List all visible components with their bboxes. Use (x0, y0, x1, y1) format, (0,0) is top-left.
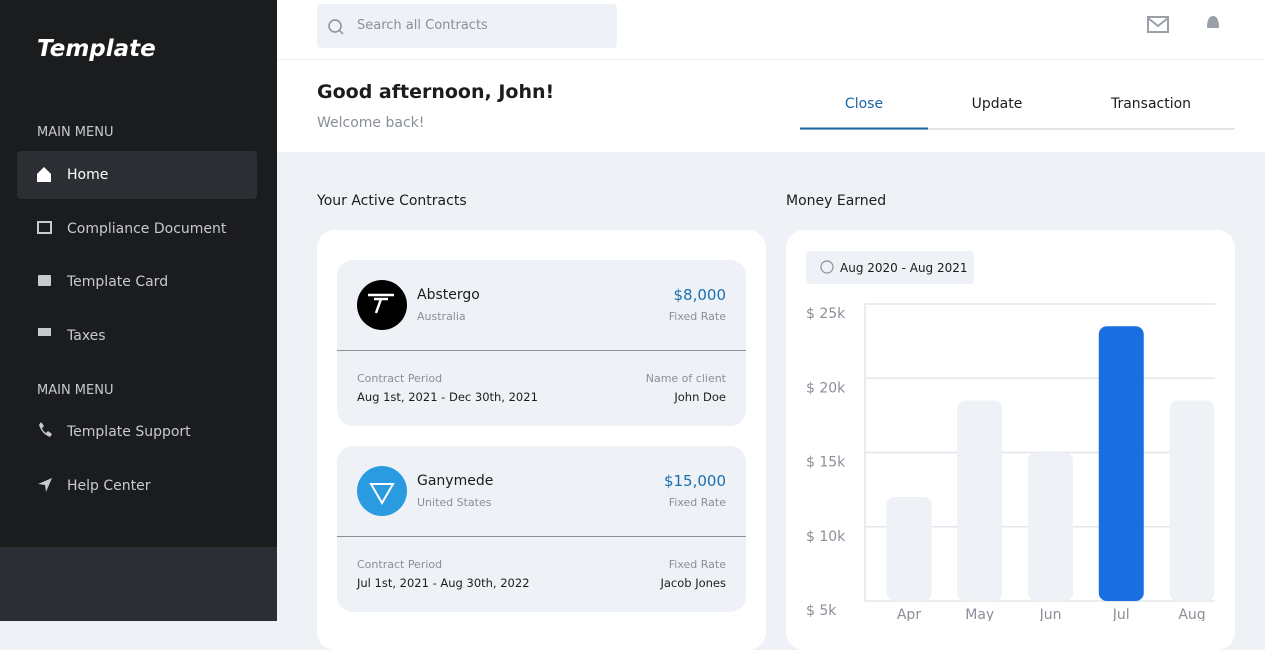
chart: $ 5k $ 10k $ 15k $ 20k $ 25k Apr May Jun Jul Aug (806, 303, 1215, 621)
date-range: Aug 2020 - Aug 2021 (840, 261, 968, 275)
menu-item[interactable]: Taxes (67, 328, 106, 344)
bar (1169, 400, 1215, 601)
y-tick-label: $ 15k (806, 455, 846, 471)
phone-icon (39, 422, 52, 437)
period: Aug 1st, 2021 - Dec 30th, 2021 (357, 390, 538, 404)
menu-item[interactable]: Compliance Document (67, 221, 227, 237)
overlay: $ 5k $ 10k $ 15k $ 20k $ 25k Apr May Jun Jul Aug (37, 16, 1235, 621)
bell-icon[interactable] (1207, 16, 1219, 28)
x-tick-label: Apr (897, 607, 921, 621)
logo-glyph (369, 483, 395, 505)
divider (277, 59, 1265, 60)
image-icon (37, 221, 52, 234)
x-tick-label: Jul (1112, 607, 1130, 621)
active-item-bg (17, 151, 257, 199)
contract-country: Australia (417, 310, 466, 323)
contract[interactable] (337, 446, 746, 612)
contract-country: United States (417, 496, 492, 509)
date-chip[interactable] (806, 251, 974, 284)
menu-item[interactable]: Home (67, 167, 109, 183)
client-label: Name of client (645, 372, 726, 385)
menu-item[interactable]: Template Card (67, 274, 169, 290)
sidebar (0, 0, 277, 547)
tax-icon (38, 328, 51, 336)
x-tick-label: May (965, 607, 994, 621)
x-tick-label: Jun (1039, 607, 1062, 621)
y-tick-label: $ 25k (806, 306, 846, 322)
subtitle: Welcome back! (317, 115, 425, 131)
sidebar-footer (0, 547, 277, 621)
logo-glyph (368, 293, 394, 314)
bar (886, 497, 932, 601)
client: John Doe (674, 390, 726, 404)
mail-icon[interactable] (1147, 16, 1169, 33)
send-icon (38, 478, 52, 492)
contract-name: Abstergo (417, 287, 480, 303)
mail-icon (1147, 17, 1169, 28)
menu-item[interactable]: Template Support (67, 424, 191, 440)
tab[interactable]: Close (844, 96, 884, 112)
menu-heading: MAIN MENU (37, 125, 114, 140)
tab[interactable]: Update (971, 96, 1023, 112)
menu-heading: MAIN MENU (37, 383, 114, 398)
x-tick-label: Aug (1178, 607, 1205, 621)
home-icon (37, 167, 51, 182)
client: Jacob Jones (660, 576, 726, 590)
contract-rate: Fixed Rate (668, 496, 726, 509)
clock-icon (820, 260, 834, 274)
period-label: Contract Period (357, 558, 443, 571)
company-logo (357, 466, 407, 516)
bar (1028, 452, 1073, 601)
search-icon (328, 19, 342, 33)
client-label: Fixed Rate (668, 558, 726, 571)
contract-amount: $15,000 (663, 472, 726, 490)
section-title: Money Earned (786, 193, 887, 209)
greeting: Good afternoon, John! (317, 81, 555, 103)
y-tick-label: $ 5k (806, 603, 837, 619)
section-title: Your Active Contracts (317, 193, 467, 209)
contract-rate: Fixed Rate (668, 310, 726, 323)
bar (957, 400, 1003, 601)
tab[interactable]: Transaction (1110, 96, 1192, 112)
contract[interactable] (337, 260, 746, 426)
contract-amount: $8,000 (673, 286, 727, 304)
search-icon (338, 29, 344, 35)
menu-item[interactable]: Help Center (67, 478, 151, 494)
card-icon (38, 275, 51, 286)
y-tick-label: $ 10k (806, 529, 846, 545)
search-box[interactable] (317, 4, 617, 48)
logo: Template (37, 36, 156, 62)
contract-name: Ganymede (417, 473, 494, 489)
bar (1098, 326, 1144, 601)
company-logo (357, 280, 407, 330)
chart-card (786, 230, 1235, 650)
y-tick-label: $ 20k (806, 380, 846, 396)
search-placeholder: Search all Contracts (357, 18, 488, 33)
period-label: Contract Period (357, 372, 443, 385)
period: Jul 1st, 2021 - Aug 30th, 2022 (357, 576, 530, 590)
